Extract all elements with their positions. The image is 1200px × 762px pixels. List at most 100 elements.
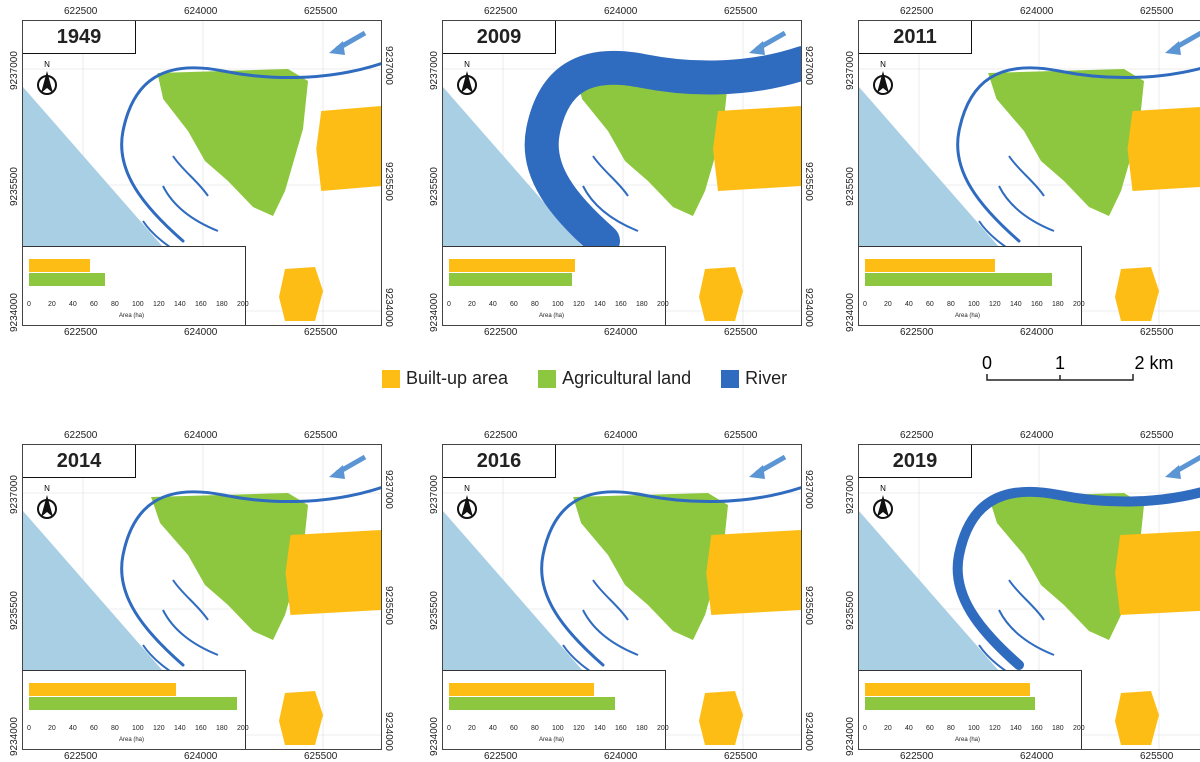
bar-chart-plot (865, 677, 1081, 719)
flow-arrowhead-icon (1165, 465, 1181, 479)
inset-tick-label: 100 (132, 301, 144, 308)
bar-agricultural (449, 697, 615, 710)
y-tick-label-right: 9235500 (803, 586, 814, 625)
inset-axis-label: Area (ha) (955, 313, 980, 319)
north-pointer (461, 71, 473, 93)
y-tick-label-right: 9237000 (383, 470, 394, 509)
y-tick-label-left: 9235500 (429, 591, 440, 630)
inset-tick-label: 60 (926, 301, 934, 308)
x-tick-label-top: 625500 (1140, 6, 1173, 17)
north-pointer (41, 71, 53, 93)
y-tick-label-left: 9237000 (9, 475, 20, 514)
x-tick-label-bottom: 622500 (64, 327, 97, 338)
built-up-area (706, 530, 801, 615)
north-pointer (41, 495, 53, 517)
inset-tick-label: 0 (27, 301, 31, 308)
inset-tick-label: 100 (968, 301, 980, 308)
inset-tick-label: 40 (489, 725, 497, 732)
x-tick-label-top: 622500 (900, 430, 933, 441)
legend-item-river: River (721, 368, 787, 389)
x-tick-label-bottom: 625500 (304, 751, 337, 762)
inset-tick-label: 80 (531, 725, 539, 732)
bar-chart-plot (449, 677, 665, 719)
bar-agricultural (865, 273, 1052, 286)
scale-bar: 0 1 2 km (980, 352, 1180, 392)
y-tick-label-right: 9234000 (383, 288, 394, 327)
x-tick-label-bottom: 622500 (900, 751, 933, 762)
inset-axis-label: Area (ha) (539, 313, 564, 319)
year-label: 2016 (443, 445, 556, 478)
north-arrow-icon: N (35, 59, 59, 99)
y-tick-label-right: 9234000 (383, 712, 394, 751)
x-tick-label-top: 622500 (484, 430, 517, 441)
inset-axis-label: Area (ha) (119, 737, 144, 743)
inset-tick-label: 20 (48, 725, 56, 732)
inset-tick-label: 60 (510, 725, 518, 732)
inset-tick-label: 140 (594, 301, 606, 308)
y-tick-label-left: 9234000 (9, 717, 20, 756)
y-tick-label-right: 9235500 (803, 162, 814, 201)
inset-tick-label: 180 (216, 725, 228, 732)
inset-tick-label: 60 (90, 301, 98, 308)
inset-tick-label: 100 (132, 725, 144, 732)
x-tick-label-bottom: 625500 (304, 327, 337, 338)
bar-chart-plot (449, 253, 665, 295)
x-tick-label-bottom: 622500 (64, 751, 97, 762)
north-arrow-icon: N (455, 483, 479, 523)
bar-chart-plot (865, 253, 1081, 295)
north-letter: N (44, 484, 50, 493)
x-tick-label-top: 625500 (1140, 430, 1173, 441)
y-tick-label-left: 9235500 (845, 167, 856, 206)
bar-built-up (29, 683, 176, 696)
built-up-area-south (279, 267, 323, 321)
flow-arrowhead-icon (749, 41, 765, 55)
north-arrow-icon: N (871, 483, 895, 523)
inset-axis-label: Area (ha) (955, 737, 980, 743)
y-tick-label-left: 9234000 (845, 293, 856, 332)
north-arrow-icon: N (455, 59, 479, 99)
bar-agricultural (29, 697, 237, 710)
x-tick-label-top: 624000 (604, 6, 637, 17)
y-tick-label-left: 9235500 (9, 591, 20, 630)
legend-swatch-river (721, 370, 739, 388)
year-label: 2014 (23, 445, 136, 478)
inset-tick-label: 160 (1031, 725, 1043, 732)
built-up-area-south (1115, 267, 1159, 321)
inset-tick-label: 160 (195, 301, 207, 308)
x-tick-label-bottom: 624000 (184, 751, 217, 762)
y-tick-label-left: 9237000 (429, 51, 440, 90)
inset-tick-label: 200 (657, 725, 669, 732)
year-label: 2011 (859, 21, 972, 54)
agricultural-land (157, 69, 308, 216)
inset-tick-label: 60 (926, 725, 934, 732)
inset-tick-label: 160 (615, 301, 627, 308)
north-arrow-icon: N (35, 483, 59, 523)
inset-tick-label: 200 (237, 301, 249, 308)
inset-tick-label: 140 (594, 725, 606, 732)
inset-tick-label: 140 (1010, 301, 1022, 308)
flow-arrowhead-icon (749, 465, 765, 479)
inset-tick-label: 120 (153, 301, 165, 308)
inset-tick-label: 0 (863, 725, 867, 732)
y-tick-label-right: 9234000 (803, 712, 814, 751)
inset-tick-label: 80 (111, 301, 119, 308)
x-tick-label-top: 624000 (604, 430, 637, 441)
legend-swatch-built (382, 370, 400, 388)
y-tick-label-left: 9234000 (429, 717, 440, 756)
x-tick-label-top: 624000 (184, 6, 217, 17)
inset-tick-label: 160 (615, 725, 627, 732)
agricultural-land (151, 493, 308, 640)
bar-built-up (865, 259, 995, 272)
x-tick-label-bottom: 624000 (1020, 327, 1053, 338)
inset-tick-label: 40 (489, 301, 497, 308)
inset-tick-label: 100 (552, 301, 564, 308)
y-tick-label-left: 9234000 (9, 293, 20, 332)
north-letter: N (880, 60, 886, 69)
y-tick-label-left: 9237000 (845, 51, 856, 90)
x-tick-label-bottom: 624000 (604, 327, 637, 338)
bar-chart-plot (29, 253, 245, 295)
